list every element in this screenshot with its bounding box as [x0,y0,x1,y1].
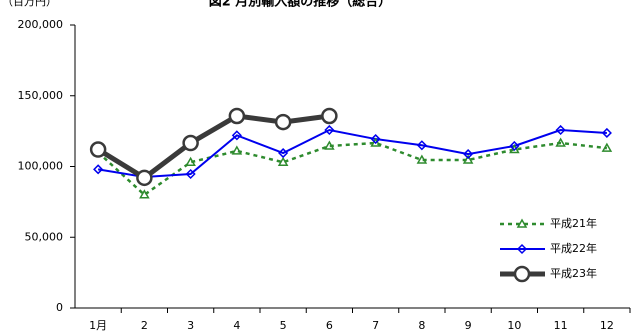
x-tick-label: 2 [141,319,148,332]
x-tick-label: 5 [280,319,287,332]
point [509,140,520,152]
x-tick-label: 6 [326,319,333,332]
legend-marker [513,265,531,283]
x-tick-label: 11 [554,319,568,332]
point [370,133,381,145]
point [139,189,150,199]
point [462,154,474,164]
point [601,142,613,152]
y-tick-label: 200,000 [18,18,64,31]
point [601,127,612,139]
x-tick-label: 4 [233,319,240,332]
point [231,145,243,155]
point [185,156,196,167]
x-tick-label: 9 [465,319,472,332]
series-line [97,141,608,197]
point [228,107,246,125]
point [182,134,199,152]
point [93,164,104,175]
point [416,140,427,151]
point [321,107,338,125]
y-tick-label: 100,000 [18,160,64,173]
point [416,154,428,164]
y-tick-label: 0 [56,301,63,314]
legend-label: 平成23年 [550,266,597,280]
x-tick-label: 10 [507,319,521,332]
x-tick-label: 7 [372,319,379,332]
series-line [97,128,607,178]
point [277,156,289,167]
point [463,148,474,160]
point [555,124,566,136]
legend-marker [516,243,528,255]
chart-title: 図2 月別輸入額の推移（総合） [209,0,392,10]
y-tick-label: 50,000 [25,230,64,243]
point [136,169,153,187]
point [370,137,381,147]
x-tick-label: 3 [187,319,194,332]
legend-label: 平成21年 [550,216,597,230]
x-tick-label: 1月 [89,319,107,332]
point [555,137,566,147]
point [89,141,107,158]
point [324,140,335,150]
legend-label: 平成22年 [550,241,597,255]
legend-marker [516,218,528,228]
x-tick-label: 12 [600,319,614,332]
point [324,124,335,136]
x-tick-label: 8 [418,319,425,332]
point [185,168,196,180]
point [231,130,242,141]
y-unit: （百万円） [2,0,57,8]
point [278,147,289,159]
y-tick-label: 150,000 [18,89,64,102]
point [274,113,292,131]
